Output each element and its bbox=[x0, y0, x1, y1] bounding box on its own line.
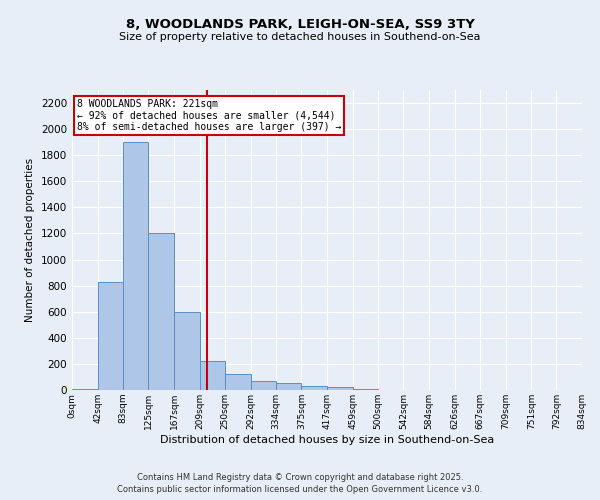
Text: 8, WOODLANDS PARK, LEIGH-ON-SEA, SS9 3TY: 8, WOODLANDS PARK, LEIGH-ON-SEA, SS9 3TY bbox=[125, 18, 475, 30]
Bar bbox=[251, 381, 276, 390]
Bar bbox=[174, 312, 200, 390]
Text: 8 WOODLANDS PARK: 221sqm
← 92% of detached houses are smaller (4,544)
8% of semi: 8 WOODLANDS PARK: 221sqm ← 92% of detach… bbox=[77, 99, 341, 132]
Bar bbox=[200, 362, 225, 390]
Text: Contains HM Land Registry data © Crown copyright and database right 2025.: Contains HM Land Registry data © Crown c… bbox=[137, 472, 463, 482]
Bar bbox=[276, 384, 301, 390]
Bar bbox=[327, 388, 353, 390]
Bar bbox=[98, 282, 123, 390]
Bar bbox=[72, 388, 98, 390]
Text: Contains public sector information licensed under the Open Government Licence v3: Contains public sector information licen… bbox=[118, 485, 482, 494]
Bar bbox=[301, 386, 327, 390]
Text: Size of property relative to detached houses in Southend-on-Sea: Size of property relative to detached ho… bbox=[119, 32, 481, 42]
Y-axis label: Number of detached properties: Number of detached properties bbox=[25, 158, 35, 322]
X-axis label: Distribution of detached houses by size in Southend-on-Sea: Distribution of detached houses by size … bbox=[160, 434, 494, 444]
Bar bbox=[148, 234, 174, 390]
Bar bbox=[123, 142, 148, 390]
Bar bbox=[225, 374, 251, 390]
